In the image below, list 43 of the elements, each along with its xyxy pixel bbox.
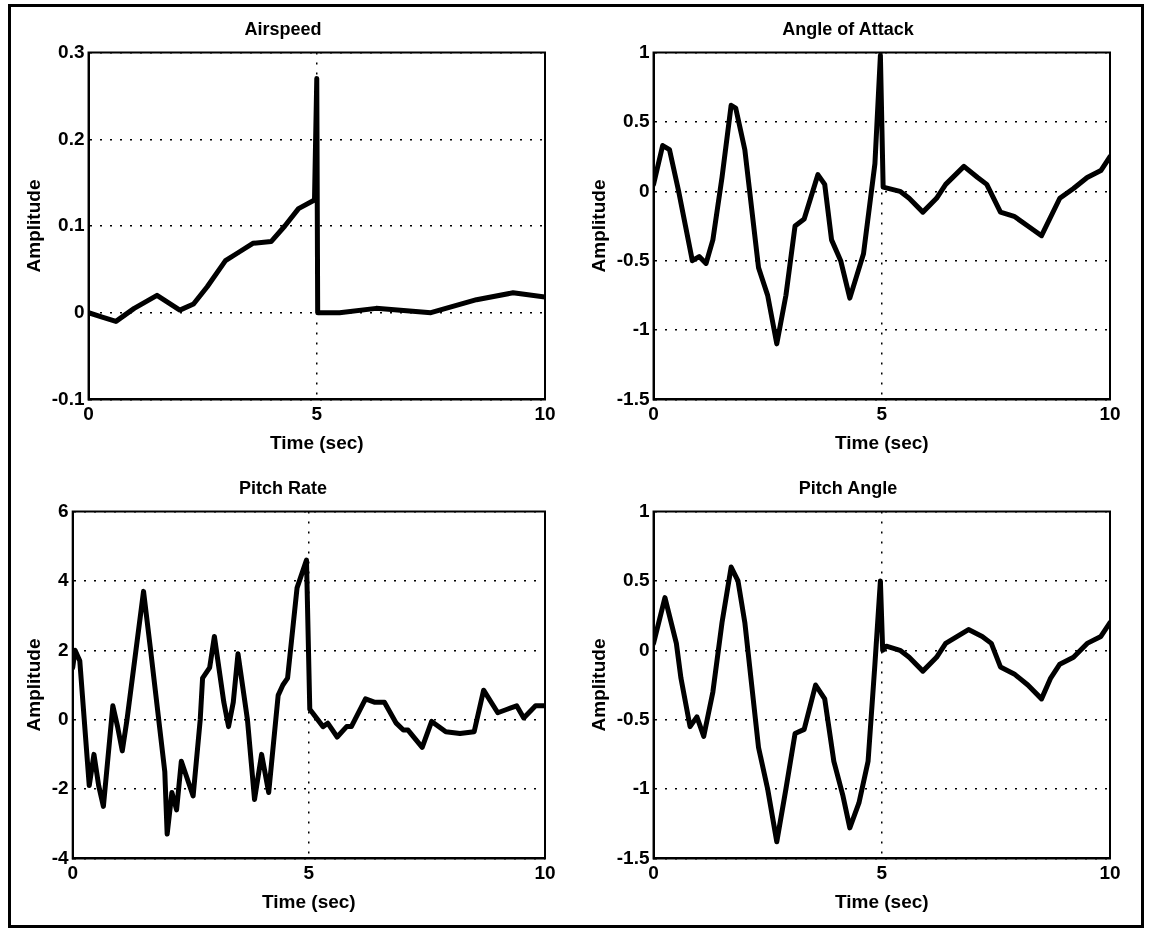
y-tick-label: 0 [58, 707, 69, 729]
x-axis-title: Time (sec) [269, 431, 364, 453]
y-axis-title: Amplitude [22, 179, 44, 273]
y-tick-label: 0.2 [58, 127, 85, 149]
y-tick-label: 0.5 [623, 110, 650, 132]
y-tick-label: 0.1 [58, 214, 85, 236]
chart-title: Angle of Attack [782, 18, 915, 39]
y-tick-label: 1 [638, 40, 650, 62]
y-tick-label: -1.5 [616, 387, 650, 409]
x-tick-label: 5 [303, 862, 315, 884]
y-tick-label: 0.5 [623, 569, 650, 591]
y-tick-label: -2 [51, 777, 69, 799]
y-tick-label: 0 [638, 179, 650, 201]
x-tick-label: 5 [311, 403, 323, 425]
y-tick-label: -1 [632, 318, 650, 340]
y-tick-label: -1.5 [616, 846, 650, 868]
y-tick-label: 2 [58, 638, 69, 660]
y-tick-label: 1 [638, 499, 650, 521]
x-axis-title: Time (sec) [262, 890, 356, 912]
chart-title: Pitch Rate [238, 477, 328, 498]
x-tick-label: 5 [876, 862, 888, 884]
y-tick-label: -0.5 [616, 248, 650, 270]
x-axis-title: Time (sec) [834, 431, 929, 453]
y-axis-title: Amplitude [22, 638, 44, 732]
y-tick-label: -4 [51, 846, 70, 868]
x-tick-label: 10 [1099, 862, 1121, 884]
y-tick-label: -0.1 [51, 387, 85, 409]
x-tick-label: 5 [876, 403, 888, 425]
y-axis-title: Amplitude [587, 179, 609, 273]
x-tick-label: 10 [534, 862, 556, 884]
y-tick-label: 4 [58, 569, 70, 591]
x-axis-title: Time (sec) [834, 890, 929, 912]
y-tick-label: 0.3 [58, 40, 85, 62]
y-tick-label: 6 [58, 499, 69, 521]
y-tick-label: 0 [73, 300, 85, 322]
chart-title: Airspeed [244, 18, 322, 39]
y-axis-title: Amplitude [587, 638, 609, 732]
y-tick-label: -0.5 [616, 707, 650, 729]
y-tick-label: 0 [638, 638, 650, 660]
y-tick-label: -1 [632, 777, 650, 799]
x-tick-label: 10 [1099, 403, 1121, 425]
chart-title: Pitch Angle [798, 477, 898, 498]
x-tick-label: 10 [534, 403, 556, 425]
